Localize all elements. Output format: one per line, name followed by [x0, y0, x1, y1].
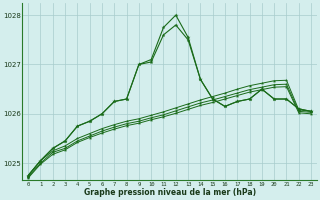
X-axis label: Graphe pression niveau de la mer (hPa): Graphe pression niveau de la mer (hPa) [84, 188, 256, 197]
